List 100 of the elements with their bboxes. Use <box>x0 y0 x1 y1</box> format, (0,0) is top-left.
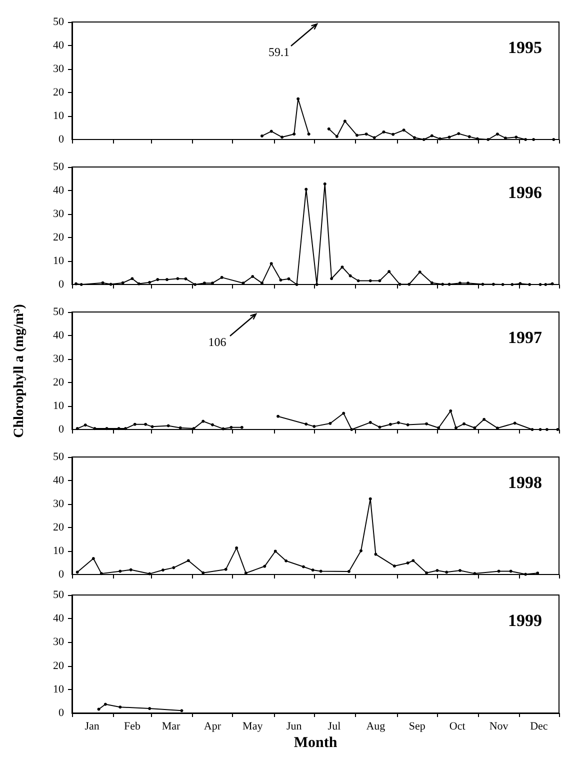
text: 1999 <box>508 611 542 630</box>
point <box>172 566 176 570</box>
point <box>359 549 362 552</box>
point <box>388 422 392 426</box>
y-tick-label: 10 <box>53 683 64 696</box>
point <box>392 132 395 136</box>
y-tick-label: 40 <box>53 612 64 625</box>
point <box>328 422 332 425</box>
point <box>101 281 104 284</box>
point <box>378 279 382 282</box>
point <box>178 426 182 430</box>
point <box>378 426 382 429</box>
point <box>287 277 290 280</box>
y-tick-label: 20 <box>53 86 64 98</box>
point <box>319 570 322 573</box>
x-axis-title: Month <box>294 735 338 752</box>
point <box>327 127 330 130</box>
y-tick-label: 30 <box>53 498 64 510</box>
point <box>497 570 500 573</box>
point <box>130 277 134 280</box>
x-tick-label: Jul <box>328 720 341 732</box>
y-tick-label: 10 <box>53 255 64 267</box>
point <box>448 282 451 286</box>
point <box>342 412 346 415</box>
y-tick-label: 0 <box>58 707 64 719</box>
point <box>481 282 484 286</box>
point <box>220 276 224 279</box>
point <box>550 282 554 286</box>
text: 1995 <box>508 38 542 57</box>
point <box>468 135 471 138</box>
point <box>514 136 518 139</box>
x-tick-label: Jan <box>84 720 100 732</box>
point <box>92 557 95 560</box>
point <box>509 570 512 573</box>
point <box>148 572 152 576</box>
point <box>438 137 442 140</box>
annotation: 59.1 <box>268 45 290 60</box>
x-tick-label: Feb <box>124 720 141 732</box>
point <box>398 282 402 286</box>
point <box>279 278 282 282</box>
y-tick-label: 50 <box>53 306 64 318</box>
point <box>311 568 314 572</box>
point <box>307 132 310 136</box>
point <box>406 561 410 564</box>
y-tick-label: 30 <box>53 353 64 365</box>
y-tick-label: 30 <box>53 208 64 220</box>
y-axis-title: Chlorophyll a (mg/m³) <box>12 304 28 438</box>
point <box>260 134 264 138</box>
y-tick-label: 40 <box>53 184 64 196</box>
point <box>97 708 100 711</box>
point <box>335 134 338 138</box>
point <box>418 270 422 274</box>
x-tick-label: Jun <box>286 720 302 732</box>
point <box>496 132 499 136</box>
x-tick-label: May <box>242 720 264 732</box>
point <box>137 282 140 286</box>
point <box>430 281 434 284</box>
y-tick-label: 50 <box>53 161 64 173</box>
y-tick-label: 0 <box>58 424 64 436</box>
point <box>530 428 534 431</box>
y-tick-label: 50 <box>53 16 64 28</box>
point <box>340 266 344 269</box>
point <box>118 706 122 709</box>
point <box>84 424 87 427</box>
point <box>105 427 108 430</box>
y-tick-label: 40 <box>53 40 64 52</box>
point <box>368 420 372 424</box>
point <box>202 571 205 574</box>
y-tick-label: 0 <box>58 278 64 290</box>
point <box>165 278 168 282</box>
point <box>473 572 476 576</box>
point <box>364 132 368 136</box>
y-tick-label: 20 <box>53 376 64 388</box>
point <box>104 702 107 706</box>
point <box>323 182 326 186</box>
point <box>176 277 180 280</box>
x-tick-label: Sep <box>408 720 426 732</box>
point <box>230 426 233 429</box>
y-tick-label: 10 <box>53 400 64 412</box>
y-tick-label: 20 <box>53 660 64 672</box>
y-tick-label: 0 <box>58 568 64 580</box>
point <box>448 136 451 139</box>
point <box>121 281 124 284</box>
point <box>436 569 439 572</box>
point <box>430 134 434 138</box>
x-tick-label: Nov <box>489 720 509 732</box>
point <box>413 136 416 140</box>
point <box>210 423 214 426</box>
point <box>304 422 308 426</box>
text: 1996 <box>508 183 542 202</box>
point <box>482 418 486 421</box>
y-tick-label: 40 <box>53 330 64 342</box>
point <box>276 414 280 418</box>
point <box>109 282 112 286</box>
point <box>441 282 444 286</box>
point <box>476 137 479 140</box>
point <box>330 277 334 280</box>
point <box>76 427 79 430</box>
point <box>156 278 160 282</box>
x-tick-label: Dec <box>530 720 548 732</box>
